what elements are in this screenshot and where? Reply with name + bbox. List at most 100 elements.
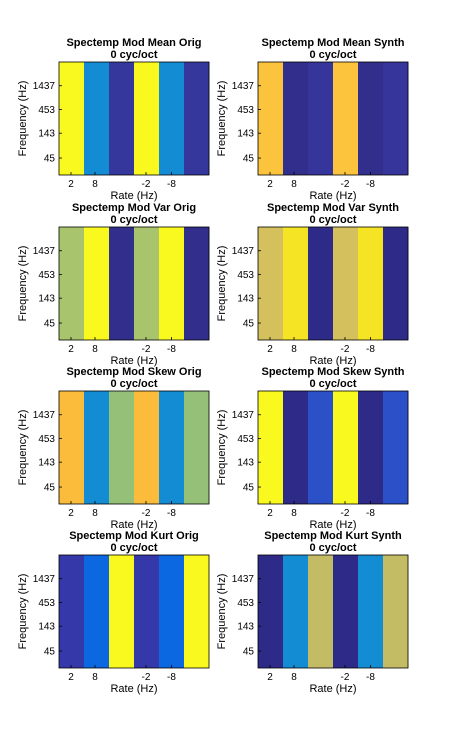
axes-box xyxy=(257,61,409,176)
x-tick-label: -2 xyxy=(142,508,151,519)
x-tick-label: 8 xyxy=(291,672,297,683)
chart-subtitle: 0 cyc/oct xyxy=(309,378,356,390)
y-axis-label: Frequency (Hz) xyxy=(17,410,29,486)
heatmap-cell xyxy=(358,555,384,668)
chart-title: Spectemp Mod Var Synth xyxy=(267,202,399,214)
axes-box xyxy=(257,226,409,341)
y-tick-label: 453 xyxy=(38,270,55,281)
y-tick-label: 45 xyxy=(243,483,255,494)
y-tick-label: 143 xyxy=(38,458,55,469)
heatmap-cell xyxy=(159,62,185,175)
x-tick-label: -8 xyxy=(167,672,176,683)
x-tick-label: -2 xyxy=(142,344,151,355)
heatmap-cell xyxy=(184,227,210,340)
chart-subtitle: 0 cyc/oct xyxy=(309,542,356,554)
chart-subtitle: 0 cyc/oct xyxy=(110,542,157,554)
axes-box xyxy=(58,226,210,341)
heatmap-cell xyxy=(59,62,85,175)
y-tick-label: 45 xyxy=(44,154,56,165)
heatmap-cell xyxy=(383,391,409,504)
chart-subtitle: 0 cyc/oct xyxy=(110,378,157,390)
axes-box xyxy=(58,390,210,505)
x-axis-label: Rate (Hz) xyxy=(309,683,356,695)
y-tick-label: 143 xyxy=(38,622,55,633)
chart-title: Spectemp Mod Var Orig xyxy=(72,202,196,214)
y-axis-label: Frequency (Hz) xyxy=(216,410,228,486)
x-axis-label: Rate (Hz) xyxy=(110,683,157,695)
axes-box xyxy=(58,61,210,176)
heatmap-cell xyxy=(109,62,135,175)
y-tick-label: 1437 xyxy=(33,574,56,585)
heatmap-cell xyxy=(333,62,359,175)
heatmap-cell xyxy=(258,555,284,668)
x-tick-label: 2 xyxy=(68,672,74,683)
x-tick-label: 8 xyxy=(92,672,98,683)
y-tick-label: 45 xyxy=(44,483,56,494)
heatmap-cell xyxy=(59,555,85,668)
x-axis-label: Rate (Hz) xyxy=(309,355,356,367)
y-tick-label: 1437 xyxy=(232,574,255,585)
heatmap-cell xyxy=(59,227,85,340)
y-axis-label: Frequency (Hz) xyxy=(216,574,228,650)
x-tick-label: 2 xyxy=(267,179,273,190)
x-axis-label: Rate (Hz) xyxy=(309,519,356,531)
heatmap-cell xyxy=(184,391,210,504)
heatmap-cell xyxy=(84,62,110,175)
heatmap-cell xyxy=(258,62,284,175)
x-tick-label: -2 xyxy=(341,508,350,519)
x-tick-label: 2 xyxy=(267,508,273,519)
axes-box xyxy=(257,554,409,669)
heatmap-cell xyxy=(84,391,110,504)
heatmap-cell xyxy=(84,555,110,668)
x-tick-label: -8 xyxy=(366,344,375,355)
heatmap-cell xyxy=(308,62,334,175)
y-tick-label: 143 xyxy=(237,294,254,305)
x-tick-label: -2 xyxy=(142,672,151,683)
y-axis-label: Frequency (Hz) xyxy=(17,81,29,157)
x-tick-label: -2 xyxy=(341,672,350,683)
y-tick-label: 143 xyxy=(38,129,55,140)
heatmap-cell xyxy=(258,227,284,340)
heatmap-cell xyxy=(84,227,110,340)
heatmap-cell xyxy=(308,391,334,504)
y-tick-label: 143 xyxy=(237,622,254,633)
chart-title: Spectemp Mod Mean Synth xyxy=(261,37,404,49)
y-tick-label: 453 xyxy=(38,105,55,116)
y-tick-label: 1437 xyxy=(232,410,255,421)
x-tick-label: -8 xyxy=(366,672,375,683)
chart-title: Spectemp Mod Skew Synth xyxy=(261,366,404,378)
x-tick-label: -8 xyxy=(366,179,375,190)
heatmap-cell xyxy=(333,555,359,668)
heatmap-cell xyxy=(59,391,85,504)
heatmap-cell xyxy=(134,227,160,340)
x-tick-label: 2 xyxy=(68,179,74,190)
y-axis-label: Frequency (Hz) xyxy=(17,574,29,650)
chart-subtitle: 0 cyc/oct xyxy=(110,214,157,226)
heatmap-cell xyxy=(184,62,210,175)
x-tick-label: 8 xyxy=(291,179,297,190)
y-tick-label: 1437 xyxy=(33,246,56,257)
y-tick-label: 453 xyxy=(237,434,254,445)
heatmap-cell xyxy=(333,227,359,340)
y-tick-label: 45 xyxy=(44,319,56,330)
chart-subtitle: 0 cyc/oct xyxy=(110,49,157,61)
x-axis-label: Rate (Hz) xyxy=(110,519,157,531)
chart-title: Spectemp Mod Mean Orig xyxy=(66,37,201,49)
x-tick-label: 2 xyxy=(68,508,74,519)
heatmap-cell xyxy=(134,391,160,504)
y-tick-label: 453 xyxy=(38,598,55,609)
y-tick-label: 45 xyxy=(243,647,255,658)
y-tick-label: 1437 xyxy=(232,81,255,92)
heatmap-cell xyxy=(109,555,135,668)
heatmap-cell xyxy=(358,62,384,175)
x-tick-label: -8 xyxy=(167,344,176,355)
y-tick-label: 45 xyxy=(44,647,56,658)
x-tick-label: -2 xyxy=(142,179,151,190)
chart-subtitle: 0 cyc/oct xyxy=(309,49,356,61)
heatmap-cell xyxy=(159,227,185,340)
y-tick-label: 1437 xyxy=(33,410,56,421)
x-tick-label: 8 xyxy=(92,344,98,355)
y-tick-label: 45 xyxy=(243,154,255,165)
chart-title: Spectemp Mod Kurt Orig xyxy=(69,530,199,542)
heatmap-cell xyxy=(134,555,160,668)
